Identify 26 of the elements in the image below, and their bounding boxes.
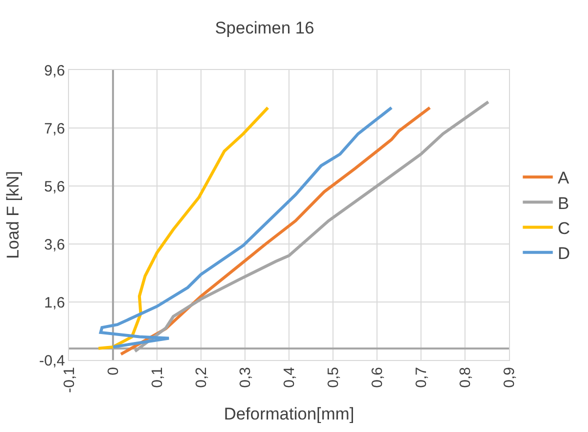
line-series [99, 106, 394, 348]
line-series [96, 106, 270, 350]
y-tick-label: 9,6 [44, 62, 65, 80]
y-tick-label: -0,4 [39, 352, 65, 370]
x-tick-label: 0,4 [280, 367, 298, 388]
legend-label: B [558, 194, 570, 213]
y-axis-title: Load F [kN] [4, 171, 23, 259]
x-tick-label: 0,1 [148, 367, 166, 388]
y-tick-label: 5,6 [44, 178, 65, 196]
chart-title: Specimen 16 [214, 18, 314, 38]
y-tick-label: 7,6 [44, 120, 65, 138]
x-tick-label: -0,1 [60, 367, 78, 393]
legend-label: D [558, 244, 570, 263]
x-tick-label: 0,5 [324, 367, 342, 388]
x-tick-label: 0 [104, 367, 122, 376]
x-tick-label: 0,8 [456, 367, 474, 388]
x-tick-label: 0,2 [192, 367, 210, 388]
x-tick-label: 0,3 [236, 367, 254, 388]
legend-label: C [558, 218, 570, 238]
x-tick-label: 0,6 [368, 367, 386, 388]
x-axis-title: Deformation[mm] [224, 404, 354, 424]
x-tick-label: 0,7 [412, 367, 430, 388]
legend-label: A [558, 168, 570, 188]
y-tick-label: 3,6 [44, 236, 65, 254]
x-tick-label: 0,9 [500, 367, 518, 388]
y-tick-label: 1,6 [44, 294, 65, 312]
